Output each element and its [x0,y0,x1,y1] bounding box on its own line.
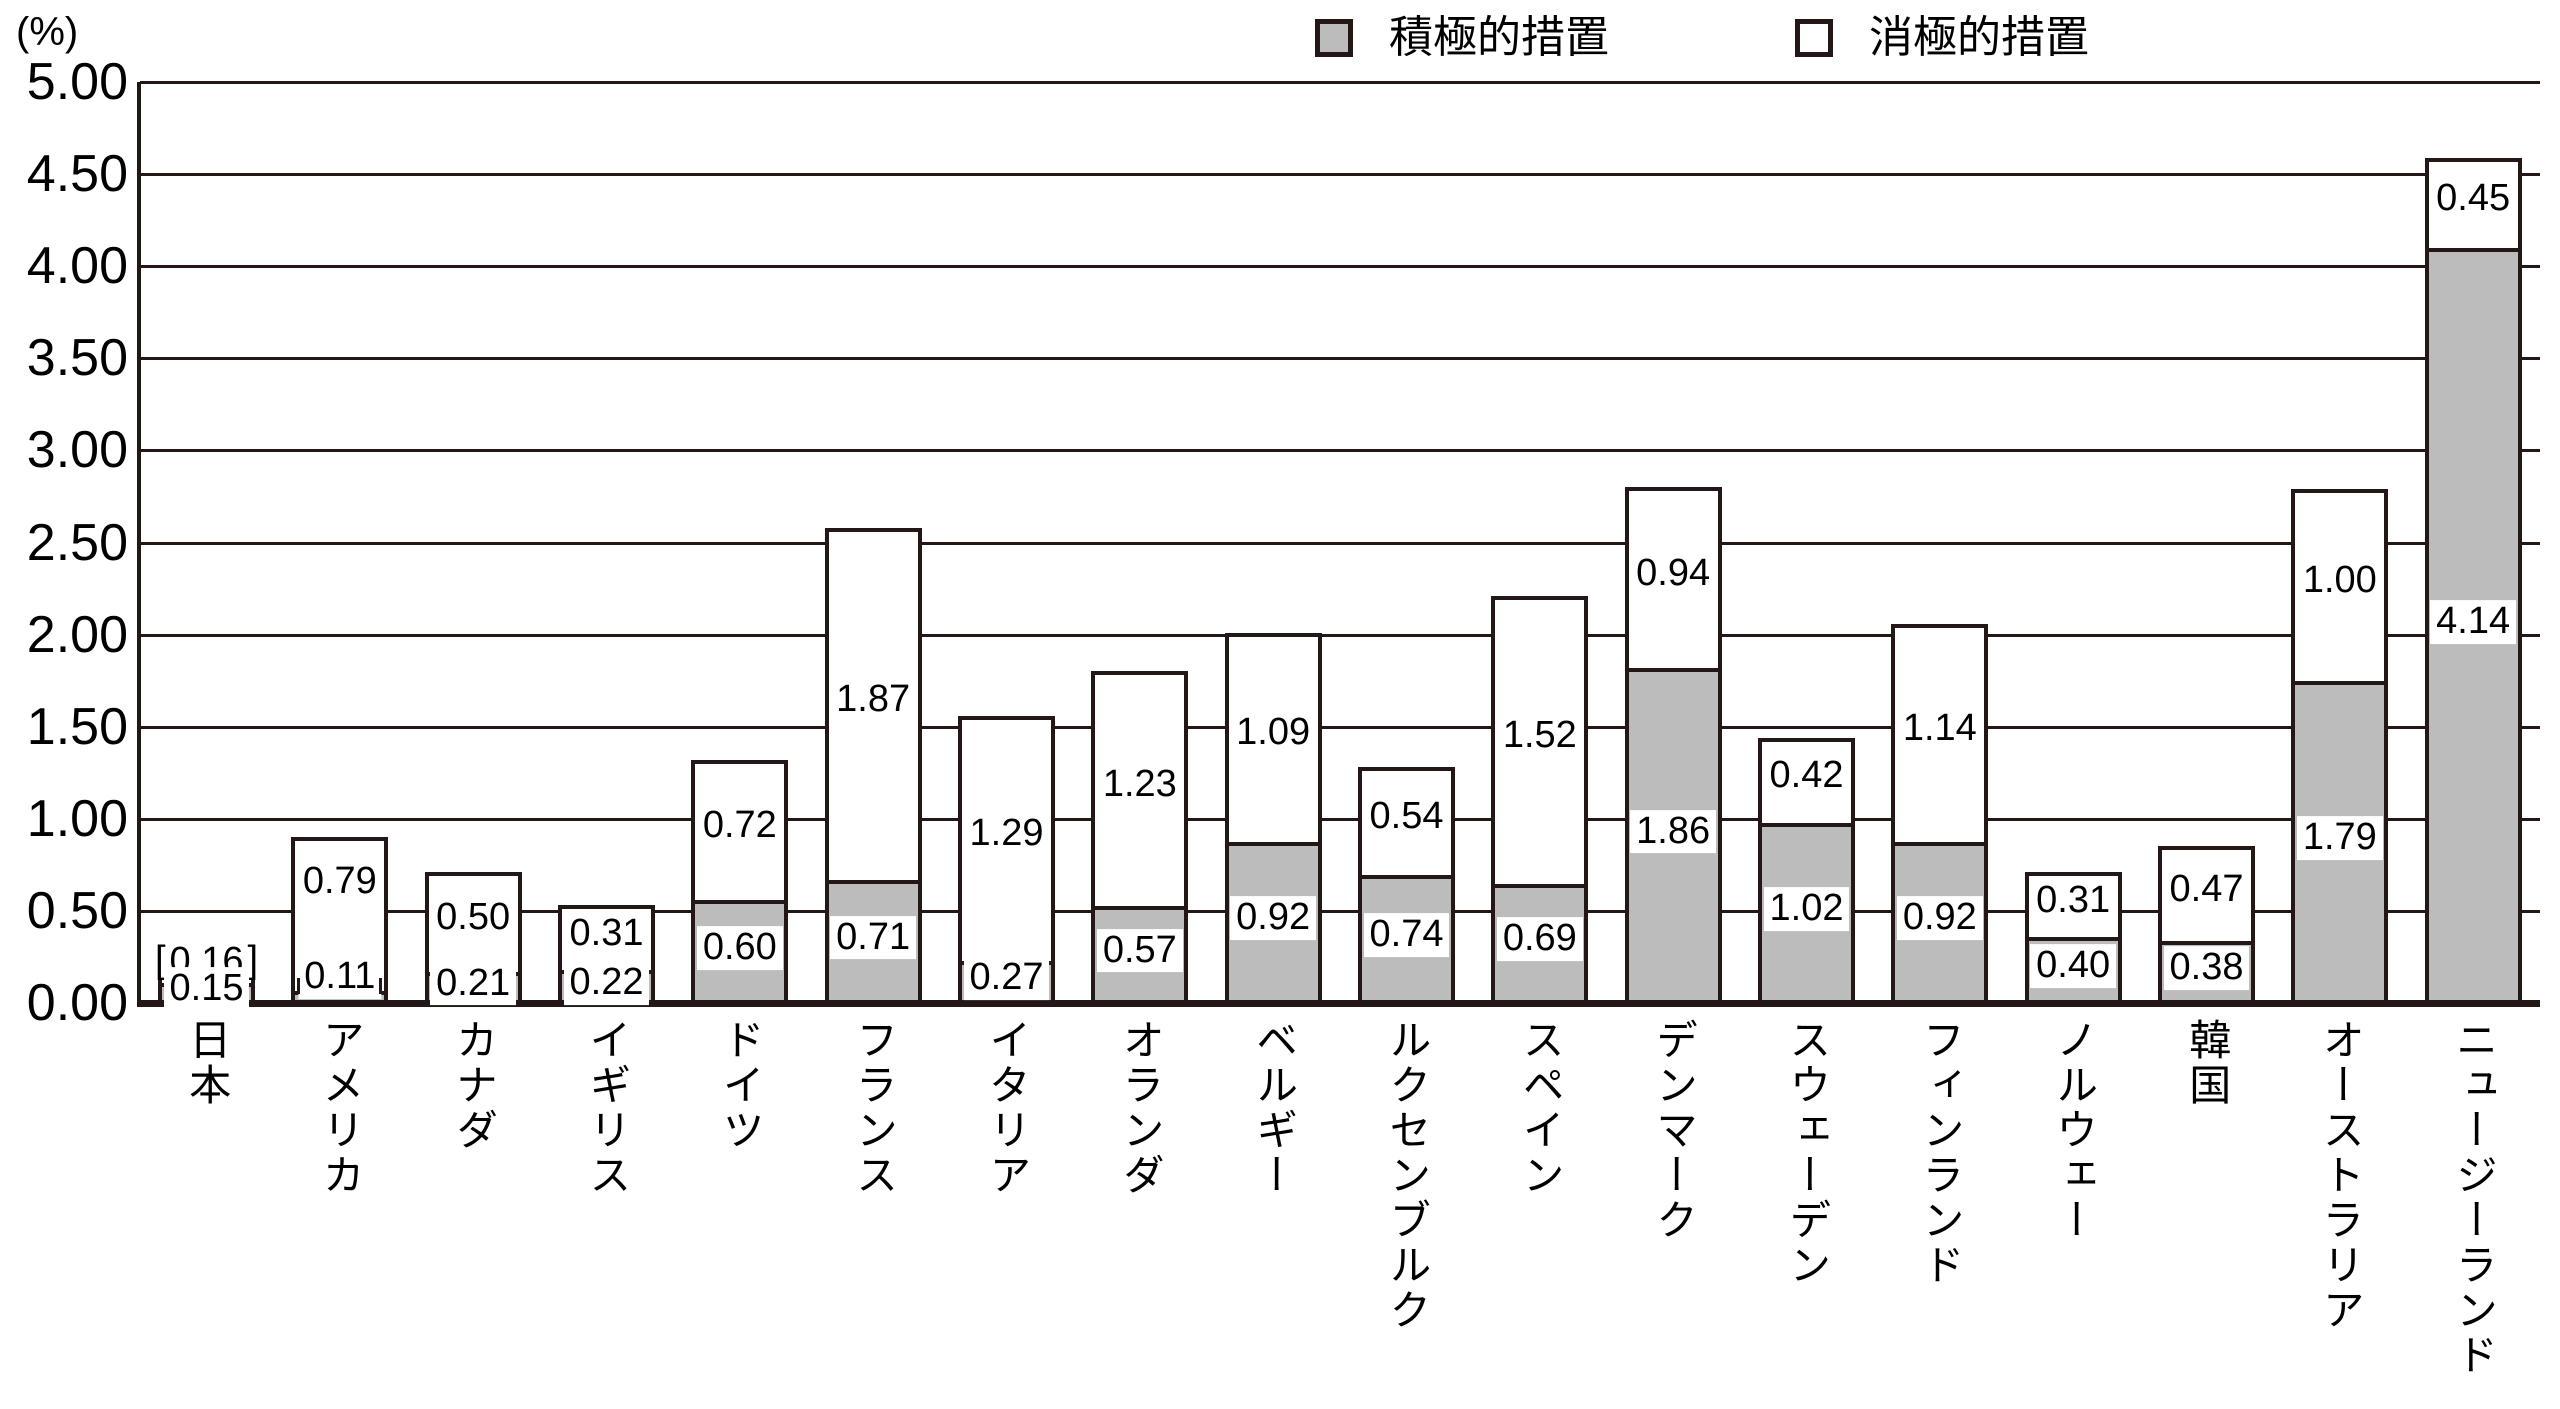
x-axis-label-ルクセンブルク: ルクセンブルク [1383,1018,1431,1333]
x-axis-label-デンマーク: デンマーク [1650,1018,1698,1243]
value-label-passive-ニュージーランド: 0.45 [2436,177,2511,220]
x-axis-label-韓国: 韓国 [2183,1018,2231,1108]
gridline [140,173,2540,177]
y-axis-tick-label: 2.50 [26,513,128,572]
y-axis-unit-label: (%) [16,10,79,54]
gray-swatch-icon [1315,19,1353,57]
gridline [140,81,2540,84]
value-label-passive-フランス: 1.87 [836,678,911,721]
gridline [140,541,2540,545]
bar-ニュージーランド [2424,157,2522,1007]
x-axis-label-オーストラリア: オーストラリア [2317,1018,2365,1333]
gridline [140,449,2540,453]
value-label-active-ルクセンブルク: 0.74 [1363,912,1450,957]
value-label-active-カナダ: 0.21 [430,961,517,1006]
bar-フィンランド [1891,623,1989,1007]
y-axis-tick-label: 3.50 [26,329,128,388]
value-label-passive-ベルギー: 1.09 [1236,711,1311,754]
x-axis-label-スウェーデン: スウェーデン [1783,1018,1831,1288]
value-label-active-フィンランド: 0.92 [1896,896,1983,941]
value-label-active-フランス: 0.71 [830,915,917,960]
y-axis-tick-label: 5.00 [26,53,128,111]
value-label-active-スウェーデン: 1.02 [1763,887,1850,931]
x-axis-label-イタリア: イタリア [983,1018,1031,1198]
value-label-active-オーストラリア: 1.79 [2296,816,2383,861]
y-axis-tick-label: 1.50 [26,697,128,756]
legend-label: 積極的措置 [1389,13,1609,62]
x-axis-label-カナダ: カナダ [450,1018,498,1153]
value-label-passive-韓国: 0.47 [2169,867,2244,910]
gridline [140,725,2540,729]
gridline [140,357,2540,361]
x-axis-label-フィンランド: フィンランド [1917,1018,1965,1288]
y-axis-tick-label: 4.00 [26,237,128,296]
value-label-passive-オランダ: 1.23 [1102,762,1177,805]
x-axis-label-スペイン: スペイン [1517,1018,1565,1198]
right-bracket: ] [247,939,259,982]
value-label-active-ベルギー: 0.92 [1230,896,1317,941]
value-label-passive-ノルウェー: 0.31 [2036,878,2111,921]
value-label-active-アメリカ: 0.11 [298,954,382,999]
bar-ベルギー [1224,632,1322,1007]
gridline [140,817,2540,821]
chart-legend: 積極的措置 消極的措置 [0,0,2560,70]
x-axis-label-オランダ: オランダ [1117,1018,1165,1198]
value-label-passive-イギリス: 0.31 [569,912,644,955]
value-label-active-ニュージーランド: 4.14 [2430,599,2517,644]
gridline [140,265,2540,269]
x-axis-label-ノルウェー: ノルウェー [2050,1018,2098,1243]
value-label-passive-イタリア: 1.29 [969,812,1044,855]
value-label-passive-スペイン: 1.52 [1502,714,1577,757]
leader-tick-left [297,977,301,994]
x-axis-label-フランス: フランス [850,1018,898,1198]
legend-label: 消極的措置 [1869,13,2089,62]
y-axis-tick-label: 3.00 [26,421,128,480]
value-label-passive-ドイツ: 0.72 [702,804,777,847]
x-axis-label-ベルギー: ベルギー [1250,1018,1298,1198]
bar-ルクセンブルク [1358,767,1455,1007]
x-axis-label-アメリカ: アメリカ [317,1018,365,1198]
x-axis-label-イギリス: イギリス [583,1018,631,1198]
x-axis-label-ドイツ: ドイツ [717,1018,765,1153]
x-axis-label-ニュージーランド: ニュージーランド [2450,1018,2498,1378]
left-bracket: [ [154,939,166,982]
y-axis-tick-label: 4.50 [26,145,128,204]
value-label-active-イタリア: 0.27 [963,956,1050,1001]
value-label-active-日本: 0.15 [163,967,250,1012]
x-axis-baseline [137,1000,2540,1007]
value-label-active-デンマーク: 1.86 [1630,809,1717,854]
value-label-passive-フィンランド: 1.14 [1902,706,1977,749]
white-swatch-icon [1795,19,1833,57]
value-label-active-ドイツ: 0.60 [696,925,783,970]
value-label-active-韓国: 0.38 [2163,946,2250,990]
y-axis-tick-label: 0.00 [26,974,128,1032]
legend-item-active-measures: 積極的措置 [1315,14,1609,62]
y-axis-tick-label: 1.00 [26,789,128,848]
value-label-passive-ルクセンブルク: 0.54 [1369,795,1444,838]
bar-ドイツ [691,759,789,1007]
y-axis-tick-label: 0.50 [26,881,128,940]
value-label-passive-オーストラリア: 1.00 [2302,559,2377,602]
gridline [140,633,2540,637]
leader-tick-right [379,977,383,994]
y-axis-line [137,82,141,1007]
value-label-active-ノルウェー: 0.40 [2030,944,2117,989]
value-label-passive-カナダ: 0.50 [436,896,511,939]
value-label-active-オランダ: 0.57 [1096,928,1183,973]
value-label-passive-アメリカ: 0.79 [302,860,377,903]
x-axis-label-日本: 日本 [183,1018,231,1108]
legend-item-passive-measures: 消極的措置 [1795,14,2089,62]
value-label-active-イギリス: 0.22 [563,960,650,1005]
value-label-active-スペイン: 0.69 [1496,917,1583,962]
value-label-passive-スウェーデン: 0.42 [1769,754,1844,797]
y-axis-tick-label: 2.00 [26,605,128,664]
value-label-passive-デンマーク: 0.94 [1636,551,1711,594]
gridline [140,909,2540,913]
